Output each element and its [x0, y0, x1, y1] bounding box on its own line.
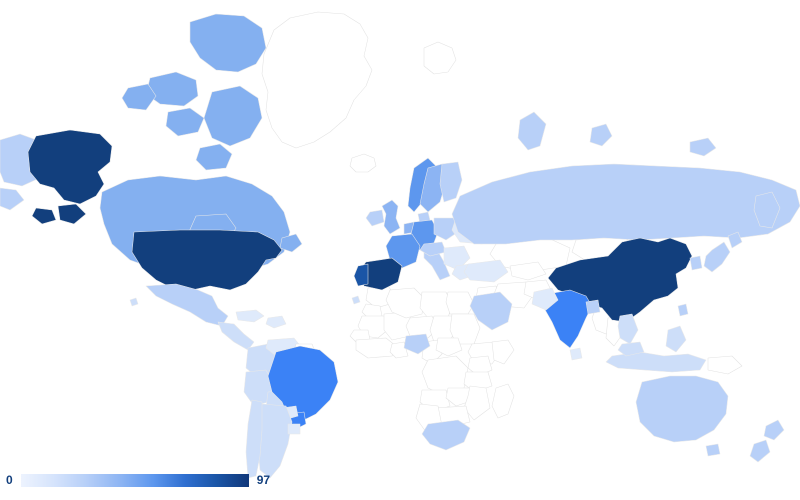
- country-poland[interactable]: [434, 218, 458, 240]
- country-indonesia[interactable]: [606, 352, 706, 372]
- country-united-kingdom[interactable]: [382, 200, 400, 234]
- country-united-states[interactable]: [132, 230, 282, 290]
- country-hispaniola[interactable]: [266, 316, 286, 328]
- island-atlantic[interactable]: [352, 296, 360, 304]
- country-uruguay[interactable]: [288, 424, 300, 434]
- country-uzbekistan[interactable]: [509, 261, 547, 281]
- country-india[interactable]: [544, 290, 592, 348]
- country-ireland[interactable]: [366, 210, 384, 226]
- country-mozambique[interactable]: [463, 385, 491, 421]
- country-france[interactable]: [386, 234, 420, 268]
- country-canada-nunavut-islands[interactable]: [190, 14, 266, 72]
- country-cuba[interactable]: [236, 310, 264, 322]
- country-guinea-coast[interactable]: [355, 337, 397, 359]
- country-mexico[interactable]: [146, 284, 228, 326]
- country-vietnam[interactable]: [618, 314, 638, 344]
- country-portugal[interactable]: [354, 264, 368, 286]
- country-canada-southampton[interactable]: [196, 144, 232, 170]
- country-japan[interactable]: [704, 232, 742, 272]
- country-balkans[interactable]: [444, 246, 470, 270]
- country-nigeria[interactable]: [404, 334, 430, 354]
- country-kamchatka[interactable]: [754, 192, 780, 228]
- country-hawaii[interactable]: [130, 298, 138, 306]
- country-alaska[interactable]: [28, 130, 112, 224]
- colorbar-legend: 0 97: [0, 468, 290, 492]
- country-svalbard[interactable]: [423, 41, 457, 75]
- country-ghana[interactable]: [389, 341, 409, 359]
- country-canada-banks-island[interactable]: [122, 84, 156, 110]
- country-novaya-zemlya[interactable]: [518, 112, 546, 150]
- country-bangladesh[interactable]: [586, 300, 600, 314]
- country-canada-baffin-island[interactable]: [204, 86, 262, 146]
- country-saudi-arabia[interactable]: [470, 292, 512, 330]
- country-malaysia[interactable]: [618, 342, 644, 356]
- country-pakistan[interactable]: [532, 288, 558, 310]
- country-south-korea[interactable]: [690, 256, 702, 270]
- country-russia[interactable]: [452, 164, 800, 244]
- country-madagascar[interactable]: [491, 383, 515, 419]
- country-algeria[interactable]: [385, 287, 425, 319]
- country-australia[interactable]: [636, 376, 728, 442]
- country-severnaya-zemlya[interactable]: [590, 124, 612, 146]
- legend-max-label: 97: [256, 473, 271, 487]
- country-turkey[interactable]: [464, 260, 508, 282]
- country-tasmania[interactable]: [706, 444, 720, 456]
- country-canada-ellesmere[interactable]: [166, 108, 204, 136]
- country-iceland[interactable]: [349, 153, 377, 173]
- country-austria[interactable]: [420, 242, 446, 256]
- country-niger[interactable]: [405, 315, 439, 339]
- country-papua-new-guinea[interactable]: [707, 355, 743, 375]
- country-russia-chukotka[interactable]: [0, 188, 24, 210]
- legend-min-label: 0: [6, 473, 13, 487]
- country-new-siberian-islands[interactable]: [690, 138, 716, 156]
- country-finland[interactable]: [440, 162, 462, 202]
- country-canada-victoria-island[interactable]: [146, 72, 198, 106]
- country-brazil[interactable]: [268, 346, 338, 422]
- country-chile[interactable]: [246, 400, 262, 478]
- country-philippines[interactable]: [666, 326, 686, 352]
- country-somalia[interactable]: [491, 339, 515, 365]
- country-sri-lanka[interactable]: [570, 348, 582, 360]
- country-new-zealand[interactable]: [750, 420, 784, 462]
- country-taiwan[interactable]: [678, 304, 688, 316]
- country-car[interactable]: [435, 337, 463, 357]
- country-greenland[interactable]: [261, 11, 373, 149]
- legend-gradient-bar: [20, 473, 249, 487]
- country-south-africa[interactable]: [422, 420, 470, 450]
- country-central-america[interactable]: [218, 322, 254, 350]
- country-canada-newfoundland[interactable]: [280, 234, 302, 252]
- country-egypt[interactable]: [445, 291, 475, 315]
